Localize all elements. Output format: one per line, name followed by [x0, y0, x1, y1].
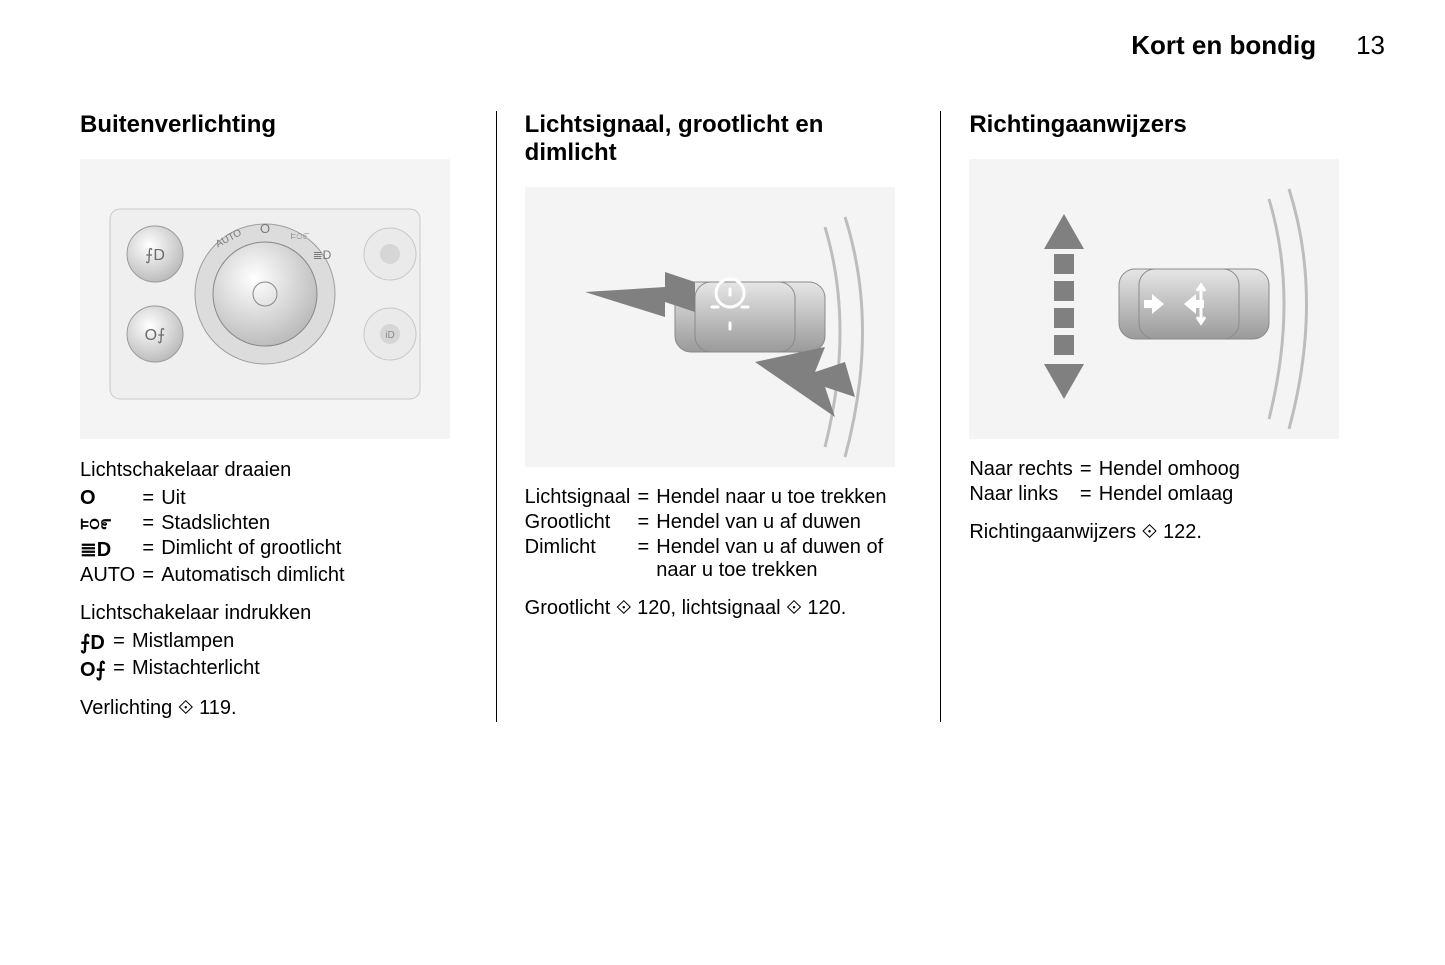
term: Naar rechts	[969, 457, 1078, 482]
illustration-light-switch: ⨍D O⨍ O AUTO ⊧೦೯ ≣D iD	[80, 159, 450, 439]
page-number: 13	[1356, 30, 1385, 61]
svg-text:≣D: ≣D	[313, 248, 332, 262]
table-row: AUTO=Automatisch dimlicht	[80, 563, 351, 588]
desc: Mistlampen	[132, 629, 266, 656]
equals: =	[1079, 482, 1099, 507]
table-row: ≣D=Dimlicht of grootlicht	[80, 536, 351, 563]
column-3: Richtingaanwijzers	[940, 111, 1385, 722]
symbol: ⨍D	[80, 629, 112, 656]
desc: Hendel naar u toe trekken	[656, 485, 912, 510]
table-row: Naar rechts=Hendel omhoog	[969, 457, 1246, 482]
desc: Dimlicht of grootlicht	[161, 536, 350, 563]
desc: Mistachterlicht	[132, 656, 266, 683]
section-title-buitenverlichting: Buitenverlichting	[80, 111, 468, 139]
columns: Buitenverlichting ⨍D O⨍	[80, 111, 1385, 722]
illustration-stalk-push-pull	[525, 187, 895, 467]
table-row: Lichtsignaal=Hendel naar u toe trekken	[525, 485, 913, 510]
rotate-table: O=Uit ⊧೦೯=Stadslichten ≣D=Dimlicht of gr…	[80, 486, 351, 588]
ref-grootlicht: Grootlicht ⟐ 120, lichtsignaal ⟐ 120.	[525, 595, 913, 622]
equals: =	[141, 536, 161, 563]
symbol: AUTO	[80, 563, 141, 588]
table-row: Dimlicht=Hendel van u af duwen of naar u…	[525, 535, 913, 583]
chapter-title: Kort en bondig	[1131, 30, 1316, 61]
stalk-svg-1	[525, 187, 895, 467]
stalk-table: Lichtsignaal=Hendel naar u toe trekken G…	[525, 485, 913, 583]
equals: =	[112, 656, 132, 683]
press-label: Lichtschakelaar indrukken	[80, 600, 468, 627]
section-title-lichtsignaal: Lichtsignaal, grootlicht en dimlicht	[525, 111, 913, 167]
symbol: ⊧೦೯	[80, 511, 141, 536]
section-title-richting: Richtingaanwijzers	[969, 111, 1357, 139]
desc: Hendel omlaag	[1099, 482, 1246, 507]
desc: Uit	[161, 486, 350, 511]
turn-table: Naar rechts=Hendel omhoog Naar links=Hen…	[969, 457, 1246, 507]
equals: =	[141, 511, 161, 536]
equals: =	[636, 485, 656, 510]
svg-text:⊧೦೯: ⊧೦೯	[291, 228, 310, 242]
table-row: O⨍=Mistachterlicht	[80, 656, 266, 683]
svg-text:O⨍: O⨍	[145, 327, 166, 344]
ref-richting: Richtingaanwijzers ⟐ 122.	[969, 519, 1357, 546]
desc: Hendel van u af duwen	[656, 510, 912, 535]
table-row: ⊧೦೯=Stadslichten	[80, 511, 351, 536]
term: Dimlicht	[525, 535, 637, 583]
desc: Hendel omhoog	[1099, 457, 1246, 482]
stalk-svg-2	[969, 159, 1339, 439]
rotate-label: Lichtschakelaar draaien	[80, 457, 468, 484]
equals: =	[1079, 457, 1099, 482]
page: Kort en bondig 13 Buitenverlichting ⨍D	[0, 0, 1445, 752]
svg-text:iD: iD	[385, 330, 394, 341]
illustration-stalk-updown	[969, 159, 1339, 439]
desc: Hendel van u af duwen of naar u toe trek…	[656, 535, 912, 583]
equals: =	[141, 486, 161, 511]
svg-text:⨍D: ⨍D	[145, 247, 165, 264]
symbol: ≣D	[80, 536, 141, 563]
equals: =	[636, 510, 656, 535]
equals: =	[141, 563, 161, 588]
term: Grootlicht	[525, 510, 637, 535]
svg-text:O: O	[260, 221, 270, 236]
equals: =	[112, 629, 132, 656]
term: Lichtsignaal	[525, 485, 637, 510]
table-row: Naar links=Hendel omlaag	[969, 482, 1246, 507]
table-row: Grootlicht=Hendel van u af duwen	[525, 510, 913, 535]
desc: Automatisch dimlicht	[161, 563, 350, 588]
page-header: Kort en bondig 13	[80, 30, 1385, 61]
table-row: O=Uit	[80, 486, 351, 511]
column-1: Buitenverlichting ⨍D O⨍	[80, 111, 496, 722]
table-row: ⨍D=Mistlampen	[80, 629, 266, 656]
ref-verlichting: Verlichting ⟐ 119.	[80, 695, 468, 722]
light-switch-svg: ⨍D O⨍ O AUTO ⊧೦೯ ≣D iD	[80, 159, 450, 439]
symbol: O	[80, 486, 141, 511]
term: Naar links	[969, 482, 1078, 507]
desc: Stadslichten	[161, 511, 350, 536]
symbol: O⨍	[80, 656, 112, 683]
press-table: ⨍D=Mistlampen O⨍=Mistachterlicht	[80, 629, 266, 683]
equals: =	[636, 535, 656, 583]
column-2: Lichtsignaal, grootlicht en dimlicht	[496, 111, 941, 722]
